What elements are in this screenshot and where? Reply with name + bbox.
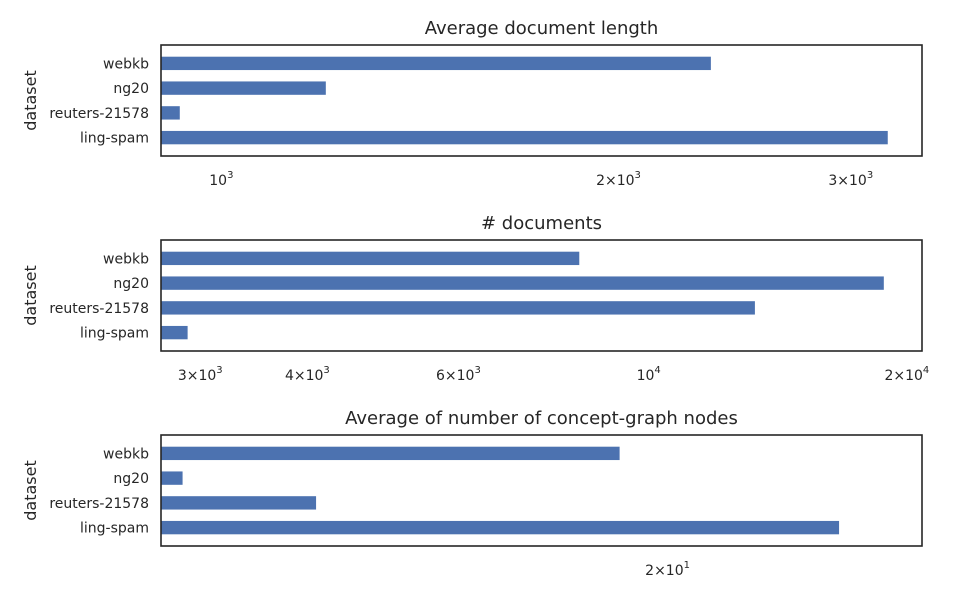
x-tick-label: 104 bbox=[637, 365, 661, 384]
axes-frame bbox=[160, 239, 923, 352]
y-tick-label: ng20 bbox=[113, 471, 149, 487]
y-axis-label: dataset bbox=[21, 460, 40, 521]
bar-ng20 bbox=[161, 276, 884, 290]
y-tick-label: ling-spam bbox=[80, 131, 149, 147]
x-tick-label: 2×104 bbox=[884, 365, 929, 384]
bar-reuters-21578 bbox=[161, 496, 317, 510]
bar-webkb bbox=[161, 251, 580, 266]
y-tick-label: reuters-21578 bbox=[49, 496, 149, 512]
x-tick-label: 6×103 bbox=[436, 365, 481, 384]
chart-title: Average document length bbox=[425, 18, 659, 39]
bar-reuters-21578 bbox=[161, 301, 755, 315]
y-tick-label: ng20 bbox=[113, 81, 149, 97]
y-tick-label: ling-spam bbox=[80, 521, 149, 537]
axes-frame bbox=[160, 434, 923, 547]
y-axis-label: dataset bbox=[21, 265, 40, 326]
bar-ling-spam bbox=[161, 325, 188, 340]
bar-ng20 bbox=[161, 471, 183, 485]
bar-ling-spam bbox=[161, 130, 888, 145]
y-tick-label: ng20 bbox=[113, 276, 149, 292]
y-tick-label: ling-spam bbox=[80, 326, 149, 342]
y-tick-label: webkb bbox=[103, 446, 149, 462]
y-tick-label: webkb bbox=[103, 56, 149, 72]
y-tick-label: reuters-21578 bbox=[49, 106, 149, 122]
axes-frame bbox=[160, 44, 923, 157]
bar-ng20 bbox=[161, 81, 326, 95]
bar-webkb bbox=[161, 56, 711, 71]
x-tick-label: 4×103 bbox=[285, 365, 330, 384]
x-tick-label: 3×103 bbox=[178, 365, 223, 384]
y-axis-label: dataset bbox=[21, 70, 40, 131]
x-tick-label: 103 bbox=[209, 170, 233, 189]
x-tick-label: 2×103 bbox=[596, 170, 641, 189]
bar-ling-spam bbox=[161, 520, 840, 535]
y-tick-label: reuters-21578 bbox=[49, 301, 149, 317]
x-tick-label: 2×101 bbox=[645, 560, 690, 579]
chart-title: Average of number of concept-graph nodes bbox=[345, 408, 738, 429]
bar-webkb bbox=[161, 446, 620, 461]
y-tick-label: webkb bbox=[103, 251, 149, 267]
chart-title: # documents bbox=[481, 213, 602, 234]
x-tick-label: 3×103 bbox=[828, 170, 873, 189]
bar-reuters-21578 bbox=[161, 106, 180, 120]
